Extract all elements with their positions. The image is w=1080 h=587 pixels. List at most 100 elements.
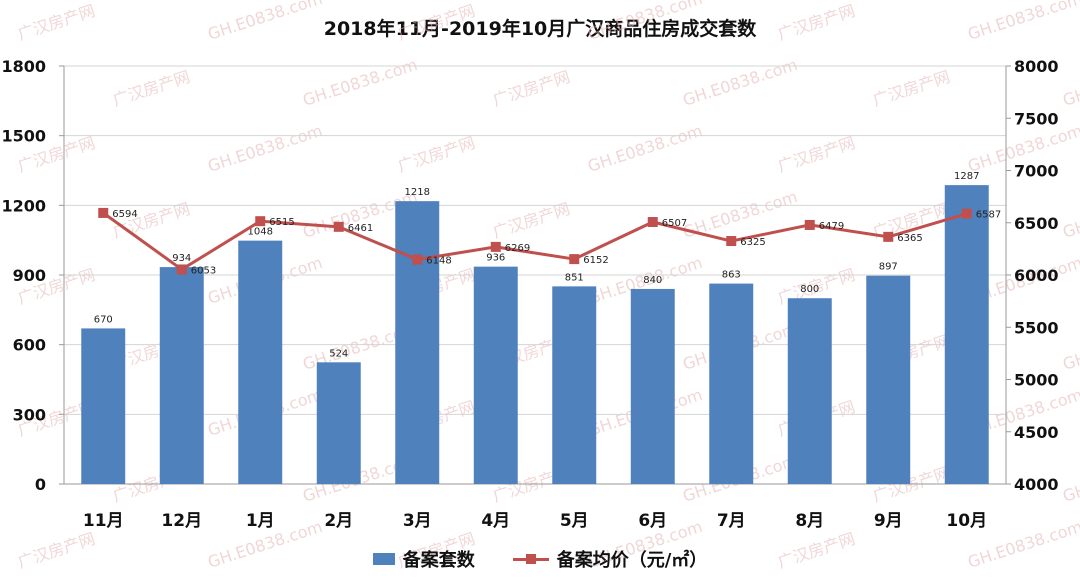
price-marker [255,216,266,227]
y-right-tick-label: 5000 [1014,371,1059,390]
legend-label-bar: 备案套数 [402,550,475,571]
legend-swatch-bar [372,553,395,565]
bar-data-label: 863 [722,270,741,281]
bar-data-label: 936 [486,253,505,264]
y-left-tick-label: 300 [13,405,46,424]
watermark-text: 广汉房产网 [490,67,572,110]
price-marker [961,208,972,219]
chart-legend: 备案套数 备案均价（元/㎡） [0,546,1080,572]
y-right-tick-label: 6000 [1014,266,1059,285]
price-data-label: 6479 [819,221,844,232]
bar-data-label: 1218 [405,187,430,198]
price-data-label: 6152 [583,255,608,266]
bar [81,328,126,484]
x-tick-label: 9月 [874,511,903,531]
price-marker [412,254,423,265]
watermark-text: 广汉房产网 [110,67,192,110]
x-tick-label: 11月 [83,511,124,531]
price-data-label: 6587 [976,210,1001,221]
price-marker [569,254,580,265]
bar [552,286,597,484]
bar-data-label: 840 [643,275,662,286]
price-marker [726,236,737,247]
bar [709,283,754,484]
bar-data-label: 934 [172,253,191,264]
price-data-label: 6365 [897,233,922,244]
price-marker [490,241,501,252]
y-left-tick-label: 1800 [1,57,46,76]
x-tick-label: 10月 [946,511,987,531]
y-right-tick-label: 6500 [1014,214,1059,233]
bar [238,240,283,484]
legend-label-line: 备案均价（元/㎡） [556,550,708,571]
price-marker [647,217,658,228]
watermark-text: 广汉房产网 [395,1,477,44]
price-data-label: 6148 [426,256,451,267]
price-line [102,211,968,272]
price-data-label: 6594 [112,209,137,220]
bar-data-label: 897 [879,262,898,273]
y-right-tick-label: 7000 [1014,162,1059,181]
legend-item-line: 备案均价（元/㎡） [512,546,708,572]
bar-data-label: 1048 [248,227,273,238]
watermark-text: GH.E0838.com [585,0,704,44]
watermark-text: GH.E0838.com [1060,55,1080,110]
y-right-tick-label: 5500 [1014,318,1059,337]
watermark-text: GH.E0838.com [965,0,1080,44]
watermark-text: 广汉房产网 [15,1,97,44]
bar-data-label: 851 [565,272,584,283]
y-right-tick-label: 7500 [1014,109,1059,128]
price-data-label: 6515 [269,217,294,228]
price-marker [98,207,109,218]
x-tick-label: 5月 [560,511,589,531]
bar [473,266,518,484]
bar [395,201,440,485]
price-marker [883,231,894,242]
x-tick-label: 3月 [403,511,432,531]
price-marker [333,221,344,232]
watermark-text: GH.E0838.com [1060,187,1080,242]
x-tick-label: 2月 [324,511,353,531]
price-data-label: 6507 [662,218,687,229]
bar-data-label: 524 [329,348,348,359]
y-right-tick-label: 8000 [1014,57,1059,76]
y-left-tick-label: 600 [13,336,46,355]
legend-swatch-line [512,552,549,566]
watermark-text: GH.E0838.com [205,121,324,176]
bar [316,362,361,484]
price-marker [176,264,187,275]
watermark-text: 广汉房产网 [775,133,857,176]
y-left-tick-label: 1200 [1,196,46,215]
legend-item-bar: 备案套数 [372,546,475,572]
y-left-tick-label: 900 [13,266,46,285]
bar [630,288,675,484]
x-tick-label: 6月 [638,511,667,531]
bar [787,298,832,484]
price-data-label: 6325 [740,237,765,248]
x-tick-label: 8月 [795,511,824,531]
x-tick-label: 7月 [717,511,746,531]
watermark-text: GH.E0838.com [1060,319,1080,374]
watermark-text: GH.E0838.com [205,0,324,44]
price-data-label: 6053 [191,265,216,276]
x-tick-label: 1月 [246,511,275,531]
y-right-tick-label: 4500 [1014,423,1059,442]
price-marker [804,219,815,230]
watermark-text: GH.E0838.com [680,55,799,110]
y-left-tick-label: 0 [35,475,46,494]
x-tick-label: 4月 [481,511,510,531]
bar-data-label: 800 [800,284,819,295]
price-data-label: 6461 [348,223,373,234]
bar [944,185,989,484]
chart-title: 2018年11月-2019年10月广汉商品住房成交套数 [323,18,757,40]
watermark-text: GH.E0838.com [300,55,419,110]
y-right-tick-label: 4000 [1014,475,1059,494]
watermark-text: 广汉房产网 [395,133,477,176]
watermark-text: 广汉房产网 [870,67,952,110]
bar [159,267,204,484]
bar [866,275,911,484]
watermark-text: GH.E0838.com [1060,451,1080,506]
y-left-tick-label: 1500 [1,127,46,146]
